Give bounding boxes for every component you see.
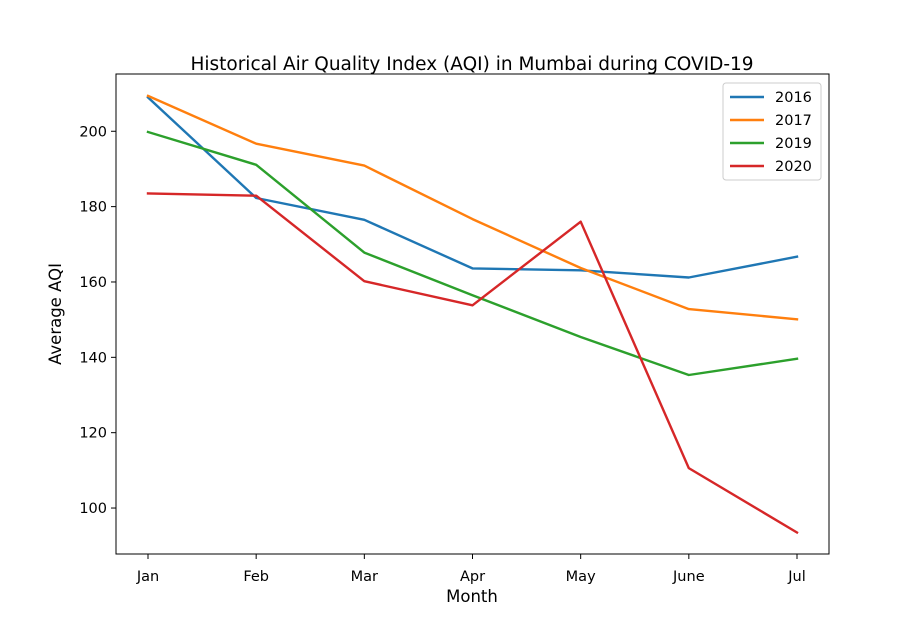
y-tick-label: 180 xyxy=(79,200,107,216)
series-line-2020 xyxy=(146,192,799,535)
legend-label-2019: 2019 xyxy=(775,136,812,152)
legend-label-2020: 2020 xyxy=(775,159,812,175)
y-axis-ticks: 100 120 140 160 180 200 xyxy=(79,124,116,517)
y-tick-label: 100 xyxy=(79,501,107,517)
plot-frame xyxy=(115,73,830,555)
x-tick-label: Feb xyxy=(243,569,269,585)
y-tick-label: 120 xyxy=(79,426,107,442)
x-axis-title: Month xyxy=(446,587,498,606)
y-tick-label: 200 xyxy=(79,124,107,140)
legend: 2016 2017 2019 2020 xyxy=(722,82,822,181)
legend-box xyxy=(722,82,822,181)
x-axis-ticks: Jan Feb Mar Apr May June Jul xyxy=(136,554,806,585)
series-line-2019 xyxy=(146,130,799,377)
y-tick-label: 160 xyxy=(79,275,107,291)
x-tick-label: May xyxy=(566,569,596,585)
x-tick-label: Jan xyxy=(136,569,159,585)
legend-label-2016: 2016 xyxy=(775,90,812,106)
chart-title: Historical Air Quality Index (AQI) in Mu… xyxy=(190,54,753,75)
series-line-2017 xyxy=(146,94,799,321)
x-tick-label: Apr xyxy=(460,569,485,585)
x-tick-label: June xyxy=(672,569,705,585)
x-tick-label: Jul xyxy=(787,569,806,585)
legend-items: 2016 2017 2019 2020 xyxy=(730,90,812,175)
x-tick-label: Mar xyxy=(351,569,378,585)
series-line-2016 xyxy=(146,95,799,279)
legend-label-2017: 2017 xyxy=(775,113,812,129)
y-tick-label: 140 xyxy=(79,350,107,366)
y-axis-title: Average AQI xyxy=(46,263,65,365)
plot-lines xyxy=(146,94,799,535)
